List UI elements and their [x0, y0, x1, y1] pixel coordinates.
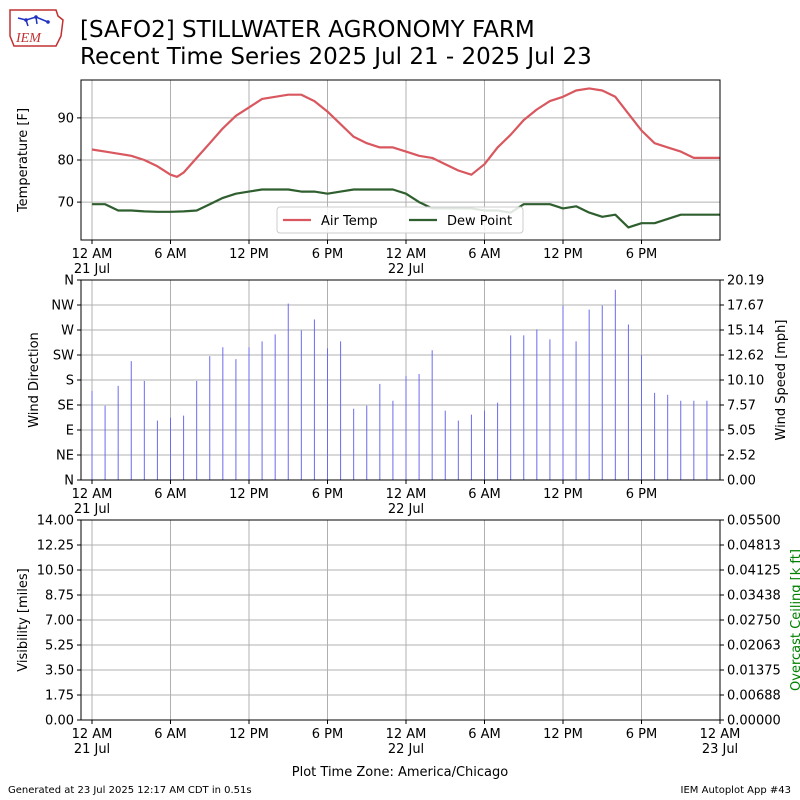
- y-tick-label-right: 0.01375: [727, 664, 781, 679]
- x-tick-label: 6 AM: [154, 727, 187, 742]
- y-tick-label: E: [66, 424, 74, 439]
- y-tick-label: 7.00: [45, 614, 74, 629]
- x-tick-label: 6 PM: [626, 247, 657, 262]
- y-tick-label: 80: [57, 154, 74, 169]
- y-tick-label-right: 0.00000: [727, 714, 781, 729]
- y-tick-label: S: [66, 374, 74, 389]
- y-tick-label: 10.50: [37, 564, 74, 579]
- y-tick-label-right: 0.04125: [727, 564, 781, 579]
- y-tick-label-right: 17.67: [727, 299, 764, 314]
- x-tick-label: 6 PM: [626, 487, 657, 502]
- y-tick-label-right: 0.03438: [727, 589, 781, 604]
- y-tick-label: NE: [56, 449, 74, 464]
- series-line-dew-point: [92, 188, 720, 229]
- y-tick-label: SE: [58, 399, 74, 414]
- y-tick-label: 70: [57, 196, 74, 211]
- x-tick-label: 12 PM: [229, 487, 269, 502]
- x-tick-label: 12 AM 22 Jul: [386, 247, 427, 277]
- y-tick-label: 0.00: [45, 714, 74, 729]
- series-line-air-temp: [91, 87, 720, 178]
- x-tick-label: 12 PM: [543, 727, 583, 742]
- y-tick-label: 5.25: [45, 639, 74, 654]
- y-axis-label: Visibility [miles]: [16, 568, 31, 671]
- y-tick-label: 12.25: [37, 539, 74, 554]
- x-tick-label: 12 AM 22 Jul: [386, 487, 427, 517]
- y-tick-label-right: 20.19: [727, 274, 764, 289]
- generated-note: Generated at 23 Jul 2025 12:17 AM CDT in…: [8, 785, 252, 796]
- y-tick-label: N: [64, 474, 74, 489]
- x-tick-label: 6 AM: [468, 727, 501, 742]
- x-tick-label: 12 AM 21 Jul: [72, 247, 113, 277]
- y-tick-label-right: 0.00: [727, 474, 756, 489]
- x-tick-label: 6 PM: [626, 727, 657, 742]
- y-tick-label-right: 2.52: [727, 449, 756, 464]
- iem-logo: IEM: [9, 9, 64, 47]
- y-tick-label: 8.75: [45, 589, 74, 604]
- x-tick-label: 12 AM 22 Jul: [386, 727, 427, 757]
- app-note: IEM Autoplot App #43: [680, 785, 791, 796]
- y-tick-label: 14.00: [37, 514, 74, 529]
- y-axis-label-right: Overcast Ceiling [k ft]: [789, 549, 800, 691]
- chart-title-line1: [SAFO2] STILLWATER AGRONOMY FARM: [80, 17, 535, 43]
- x-axis-label: Plot Time Zone: America/Chicago: [292, 765, 508, 780]
- y-tick-label-right: 12.62: [727, 349, 764, 364]
- x-tick-label: 12 AM 21 Jul: [72, 487, 113, 517]
- y-tick-label-right: 0.05500: [727, 514, 781, 529]
- y-tick-label-right: 0.02063: [727, 639, 781, 654]
- x-tick-label: 12 AM 23 Jul: [700, 727, 741, 757]
- x-tick-label: 12 PM: [229, 727, 269, 742]
- x-tick-label: 6 PM: [312, 247, 343, 262]
- x-tick-label: 6 AM: [468, 247, 501, 262]
- y-tick-label-right: 15.14: [727, 324, 764, 339]
- x-tick-label: 6 AM: [468, 487, 501, 502]
- y-tick-label: 3.50: [45, 664, 74, 679]
- x-tick-label: 12 PM: [543, 247, 583, 262]
- y-axis-label-right: Wind Speed [mph]: [774, 320, 789, 441]
- x-tick-label: 6 PM: [312, 727, 343, 742]
- chart-title-line2: Recent Time Series 2025 Jul 21 - 2025 Ju…: [80, 44, 592, 70]
- y-tick-label: W: [61, 324, 74, 339]
- x-tick-label: 6 AM: [154, 487, 187, 502]
- y-tick-label-right: 10.10: [727, 374, 764, 389]
- y-tick-label-right: 0.02750: [727, 614, 781, 629]
- y-axis-label: Temperature [F]: [16, 108, 31, 213]
- x-tick-label: 6 AM: [154, 247, 187, 262]
- x-tick-label: 12 PM: [543, 487, 583, 502]
- legend-box: [276, 206, 524, 234]
- logo-text: IEM: [15, 31, 42, 46]
- y-tick-label-right: 0.00688: [727, 689, 781, 704]
- x-tick-label: 12 AM 21 Jul: [72, 727, 113, 757]
- y-tick-label: 1.75: [45, 689, 74, 704]
- legend-label-air-temp: Air Temp: [321, 214, 378, 229]
- y-axis-label: Wind Direction: [27, 332, 42, 428]
- x-tick-label: 12 PM: [229, 247, 269, 262]
- y-tick-label-right: 0.04813: [727, 539, 781, 554]
- legend-label-dew-point: Dew Point: [447, 214, 512, 229]
- y-tick-label: SW: [53, 349, 74, 364]
- y-tick-label: N: [64, 274, 74, 289]
- y-tick-label: NW: [51, 299, 74, 314]
- x-tick-label: 6 PM: [312, 487, 343, 502]
- y-tick-label-right: 5.05: [727, 424, 756, 439]
- y-tick-label: 90: [57, 111, 74, 126]
- y-tick-label-right: 7.57: [727, 399, 756, 414]
